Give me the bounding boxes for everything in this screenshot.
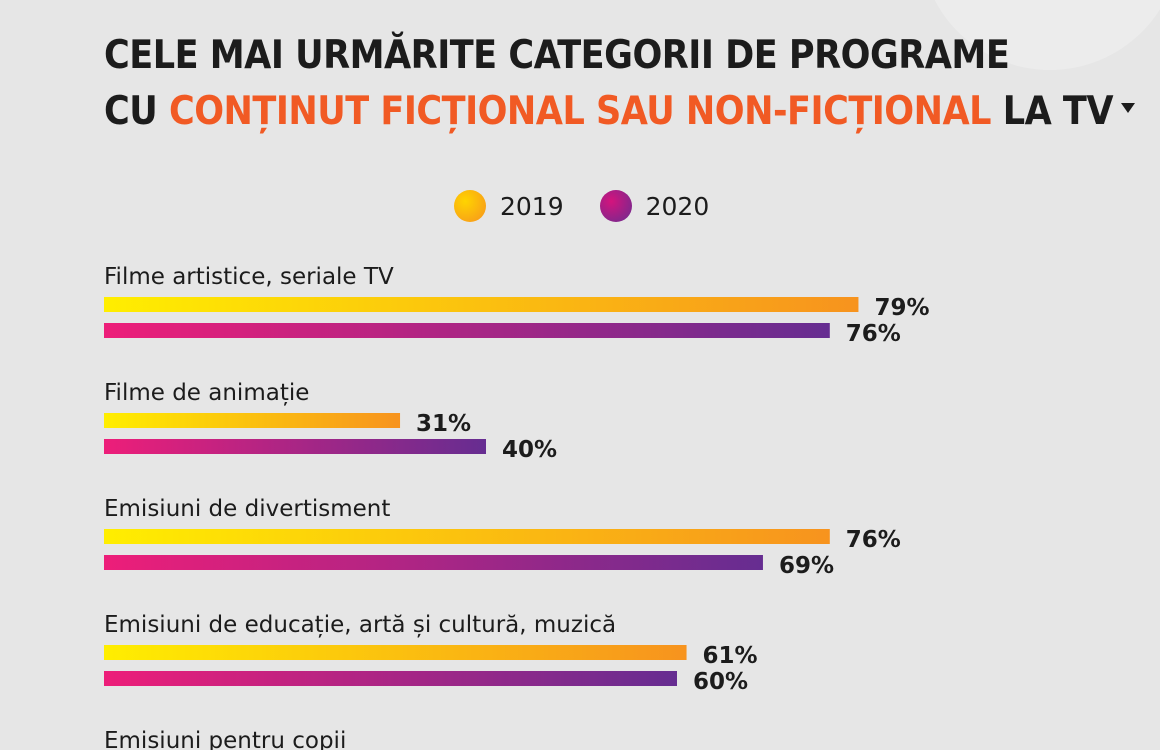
legend-label-2020: 2020 — [645, 191, 710, 221]
bar-2020 — [104, 555, 763, 570]
bar-2019 — [104, 529, 830, 544]
title-line-1: CELE MAI URMĂRITE CATEGORII DE PROGRAME — [104, 33, 1010, 78]
title-line-2-prefix: CU — [104, 89, 169, 134]
bar-2019 — [104, 297, 859, 312]
category-group: Emisiuni pentru copii — [104, 728, 346, 750]
bar-2019 — [104, 413, 401, 428]
legend-swatch-2019 — [454, 190, 486, 222]
bar-2019 — [104, 645, 687, 660]
value-label-2020: 40% — [502, 437, 557, 463]
category-label: Filme artistice, seriale TV — [104, 264, 394, 290]
chart-legend: 2019 2020 — [454, 190, 745, 222]
category-label: Filme de animație — [104, 380, 309, 406]
value-label-2019: 79% — [874, 295, 929, 321]
category-label: Emisiuni de educație, artă și cultură, m… — [104, 612, 616, 638]
caret-down-icon — [1121, 102, 1136, 113]
value-label-2019: 76% — [846, 527, 901, 553]
category-group: Emisiuni de educație, artă și cultură, m… — [104, 612, 758, 695]
value-label-2020: 60% — [693, 669, 748, 695]
category-group: Filme artistice, seriale TV 79%76% — [104, 264, 930, 347]
value-label-2020: 69% — [779, 553, 834, 579]
legend-item-2020: 2020 — [599, 190, 710, 222]
bar-2020 — [104, 439, 486, 454]
category-label: Emisiuni pentru copii — [104, 728, 346, 750]
bar-2020 — [104, 671, 677, 686]
legend-swatch-2020 — [599, 190, 632, 222]
category-group: Emisiuni de divertisment 76% 69% — [104, 496, 901, 579]
value-label-2019: 61% — [703, 643, 758, 669]
value-label-2019: 31% — [416, 411, 471, 437]
bar-2020 — [104, 323, 830, 338]
title-line-2-highlight: CONȚINUT FICȚIONAL SAU NON-FICȚIONAL — [168, 89, 992, 134]
legend-label-2019: 2019 — [500, 191, 564, 221]
legend-item-2019: 2019 — [454, 190, 564, 222]
title-line-2-suffix: LA TV — [991, 89, 1114, 134]
category-label: Emisiuni de divertisment — [104, 496, 390, 522]
category-group: Filme de animație 31% 40% — [104, 380, 557, 463]
value-label-2020: 76% — [846, 321, 901, 347]
chart-title: CELE MAI URMĂRITE CATEGORII DE PROGRAME … — [104, 28, 1136, 140]
